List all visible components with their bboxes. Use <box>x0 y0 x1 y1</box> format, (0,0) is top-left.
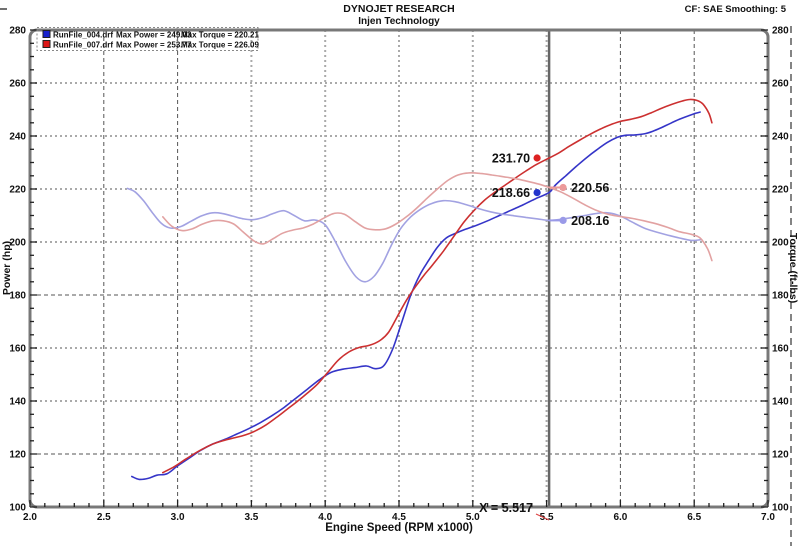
y-axis-label-right: Torque (ft-lbs) <box>787 233 799 303</box>
legend-row-runfile-004[interactable]: RunFile_004.drf Max Power = 249.03 Max To… <box>42 30 259 40</box>
x-tick-label: 2.5 <box>97 512 111 523</box>
y-tick-label-right: 240 <box>772 132 789 143</box>
run-004-max-torque: Max Torque = 220.21 <box>181 31 259 40</box>
marker-dot-power-004 <box>533 189 541 197</box>
y-tick-label-left: 120 <box>9 450 26 461</box>
legend-row-runfile-007[interactable]: RunFile_007.drf Max Power = 253.77 Max To… <box>42 40 259 50</box>
run-004-swatch-icon <box>42 30 51 38</box>
y-tick-label-left: 160 <box>9 344 26 355</box>
marker-label-torque-004: 208.16 <box>571 214 609 228</box>
y-axis-label-left: Power (hp) <box>1 241 13 295</box>
y-tick-label-right: 140 <box>772 397 789 408</box>
x-tick-label: 6.0 <box>613 512 627 523</box>
report-title: DYNOJET RESEARCH <box>343 3 454 15</box>
y-tick-label-left: 260 <box>9 79 26 90</box>
x-tick-label: 3.0 <box>171 512 185 523</box>
curve-power-007[interactable] <box>162 98 713 474</box>
run-007-file-and-power: RunFile_007.drf Max Power = 253.77 <box>53 41 192 50</box>
y-tick-label-left: 140 <box>9 397 26 408</box>
y-tick-label-left: 200 <box>9 238 26 249</box>
correction-smoothing-info: CF: SAE Smoothing: 5 <box>685 4 787 15</box>
report-subtitle: Injen Technology <box>358 16 440 27</box>
x-tick-label: 6.5 <box>687 512 701 523</box>
marker-dot-torque-004 <box>559 216 567 224</box>
x-tick-label: 2.0 <box>23 512 37 523</box>
x-axis-label: Engine Speed (RPM x1000) <box>325 522 473 534</box>
y-tick-label-right: 120 <box>772 450 789 461</box>
y-tick-label-right: 100 <box>772 503 789 514</box>
curve-torque-004[interactable] <box>126 187 703 283</box>
x-tick-label: 4.5 <box>392 512 406 523</box>
marker-dot-torque-007 <box>559 183 567 192</box>
y-tick-label-right: 260 <box>772 79 789 90</box>
x-tick-label: 7.0 <box>761 512 775 523</box>
y-tick-label-left: 220 <box>9 185 26 196</box>
marker-label-power-007: 231.70 <box>492 152 530 166</box>
cursor-callout-line <box>535 513 550 521</box>
legend: RunFile_004.drf Max Power = 249.03 Max To… <box>36 27 259 51</box>
y-tick-label-right: 220 <box>772 185 789 196</box>
y-tick-label-left: 100 <box>9 503 26 514</box>
y-tick-label-right: 200 <box>772 238 789 249</box>
run-004-file-and-power: RunFile_004.drf Max Power = 249.03 <box>53 31 192 40</box>
marker-dot-power-007 <box>533 154 541 162</box>
y-tick-label-left: 180 <box>9 291 26 302</box>
run-007-max-torque: Max Torque = 226.09 <box>181 41 259 50</box>
curve-power-004[interactable] <box>131 111 701 481</box>
x-tick-label: 5.5 <box>540 512 554 523</box>
marker-label-torque-007: 220.56 <box>571 181 609 195</box>
legend-box <box>36 27 259 51</box>
y-tick-label-left: 240 <box>9 132 26 143</box>
marker-label-power-004: 218.66 <box>492 186 530 200</box>
y-tick-label-right: 180 <box>772 291 789 302</box>
x-tick-label: 5.0 <box>466 512 480 523</box>
y-tick-label-left: 280 <box>9 26 26 37</box>
x-tick-label: 4.0 <box>318 512 332 523</box>
curve-torque-007[interactable] <box>162 171 713 262</box>
y-tick-label-right: 160 <box>772 344 789 355</box>
x-tick-label: 3.5 <box>244 512 258 523</box>
run-007-swatch-icon <box>42 40 51 48</box>
y-tick-label-right: 280 <box>772 26 789 37</box>
cursor-x-readout: X = 5.517 <box>479 501 533 515</box>
